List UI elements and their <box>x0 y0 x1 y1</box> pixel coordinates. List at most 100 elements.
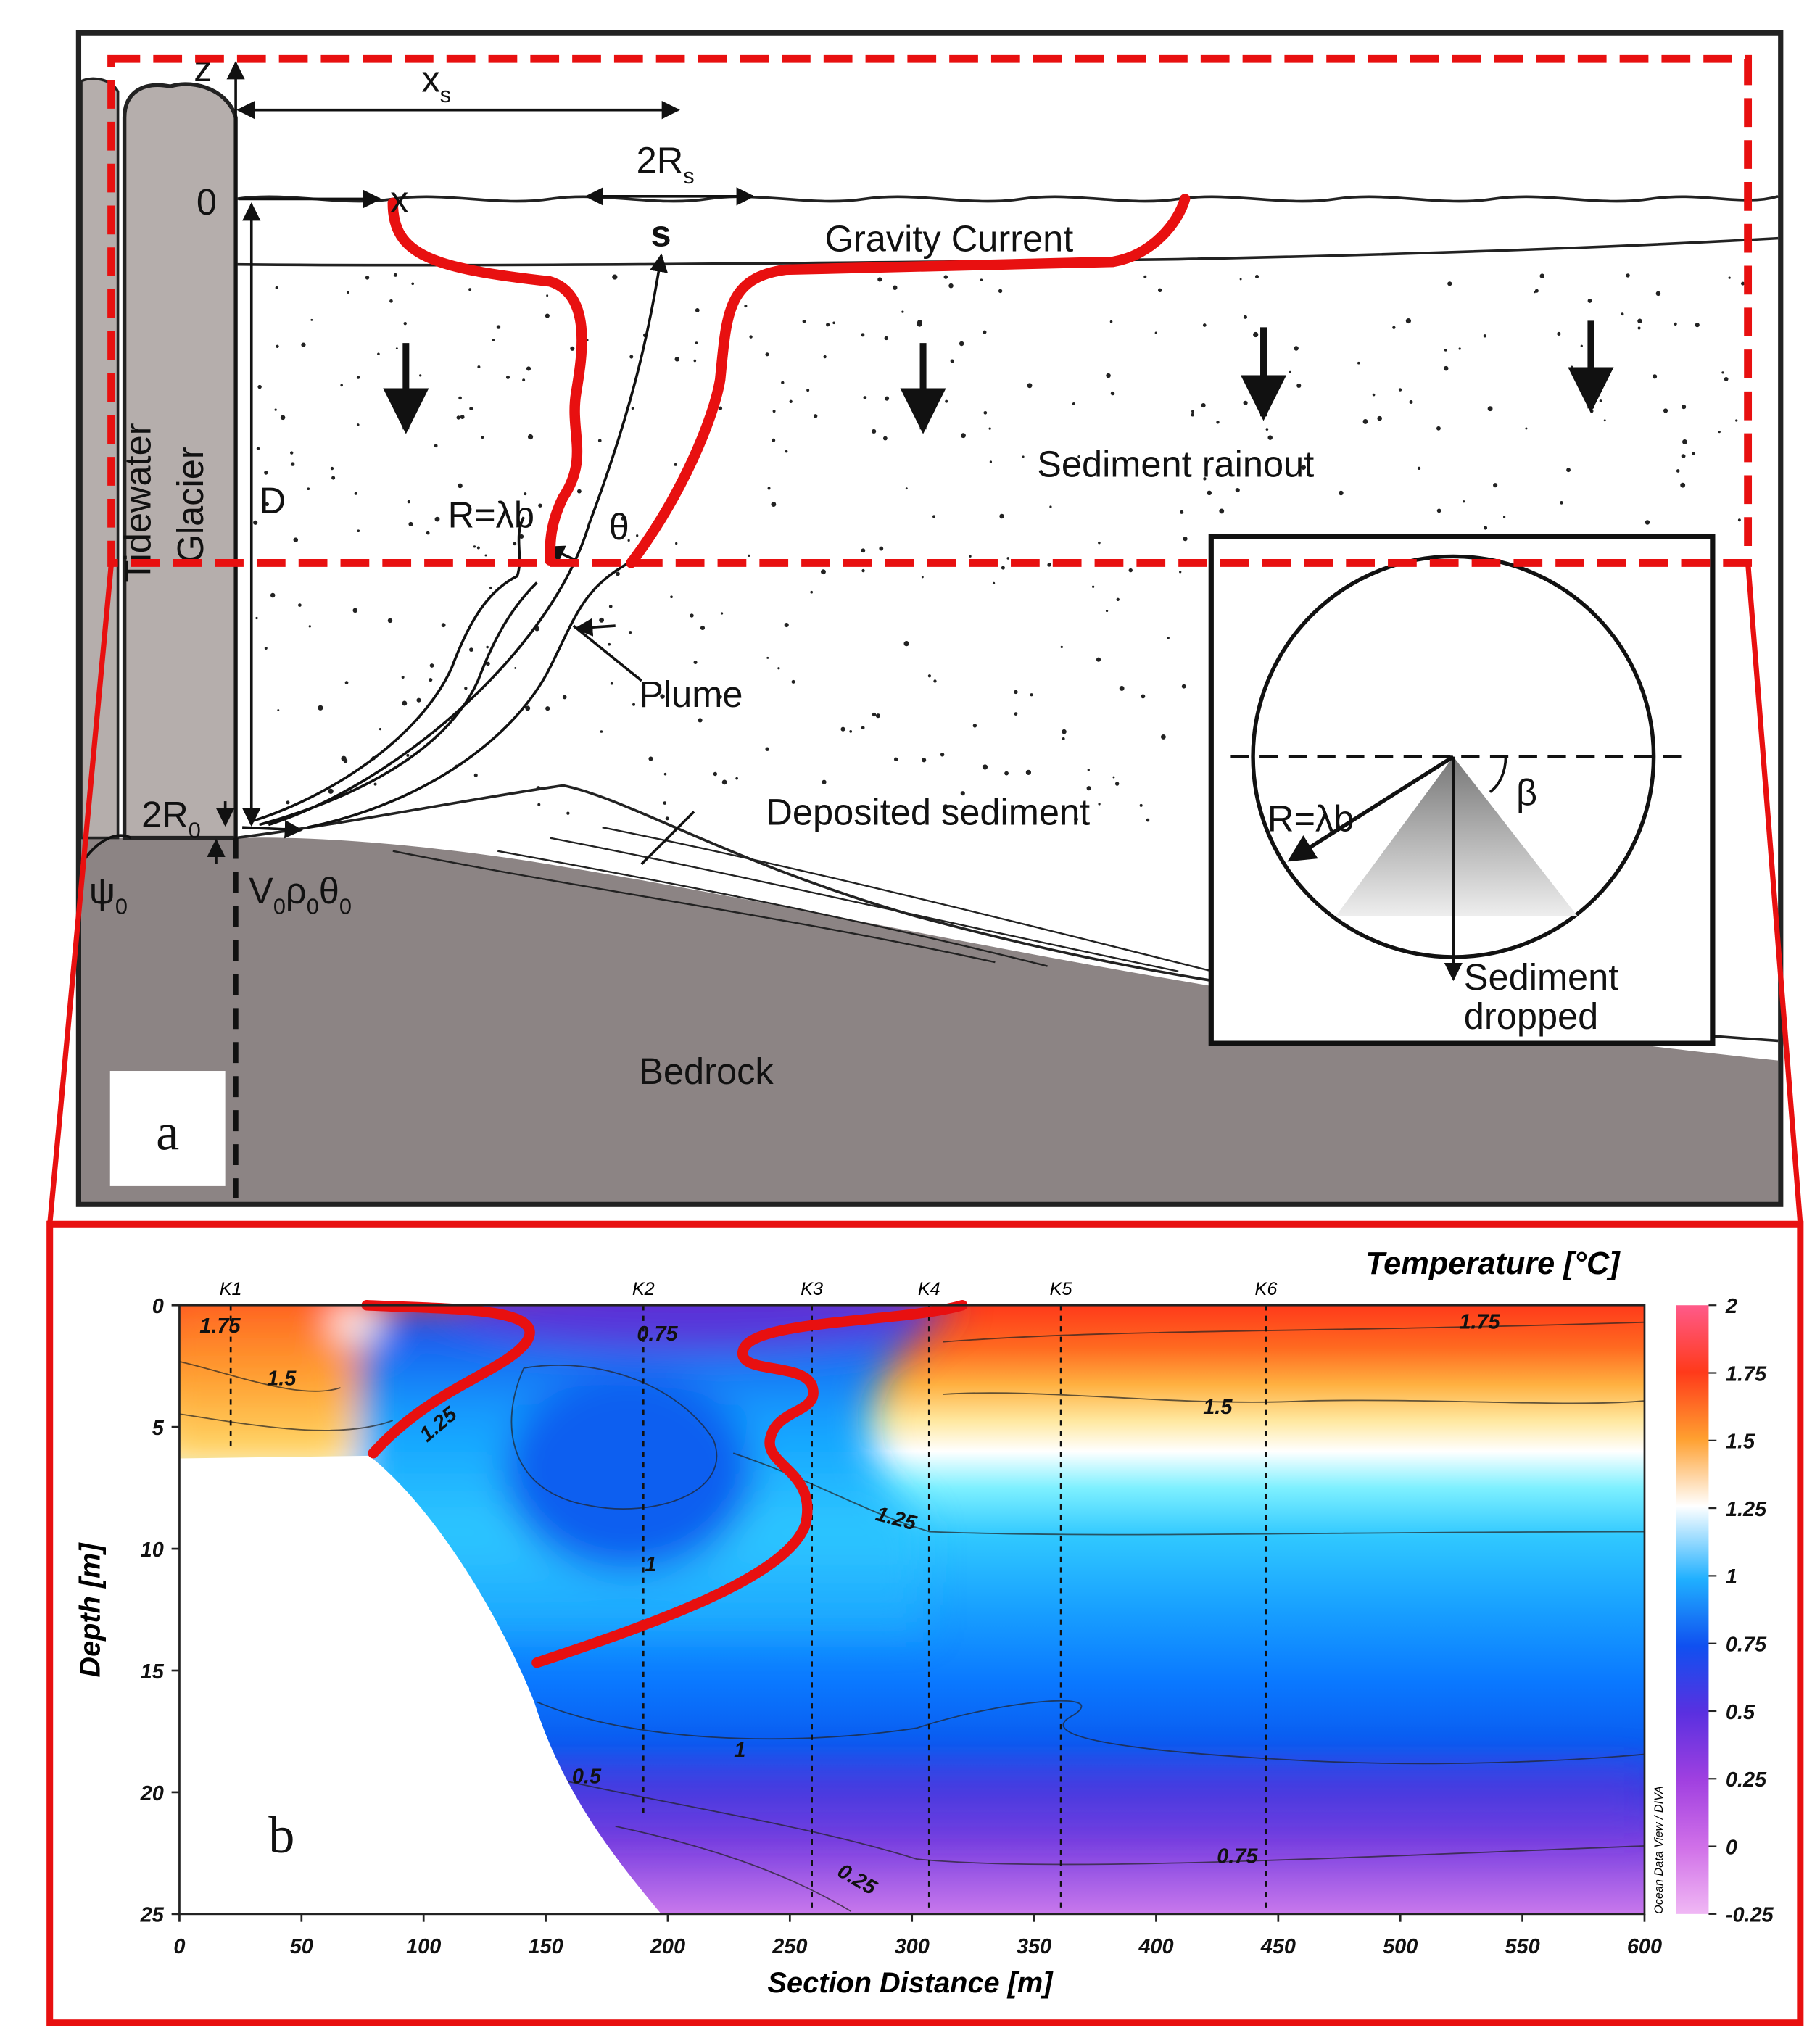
sediment-dot <box>514 666 517 669</box>
sediment-dot <box>690 613 694 618</box>
shape <box>574 618 616 637</box>
panel-b: K1 K2 K3 K4 K5 K6 1.751.51.250.751.2511.51.75… <box>74 1246 1774 1999</box>
sediment-dot <box>484 554 487 557</box>
rainout-arrows <box>383 320 1614 434</box>
sediment-dot <box>927 674 932 678</box>
sediment-dot <box>257 384 262 389</box>
sediment-dot <box>665 816 669 821</box>
label-part: s <box>440 82 451 107</box>
sediment-dot <box>389 299 393 303</box>
sediment-dot <box>373 782 377 786</box>
sediment-dot <box>789 399 793 403</box>
label-part: ψ <box>89 870 115 911</box>
sediment-dropped-label: dropped <box>1464 995 1599 1037</box>
sediment-dot <box>693 660 698 665</box>
sediment-dot <box>1741 281 1745 286</box>
contour-label: 0.75 <box>637 1322 678 1346</box>
station-label: K5 <box>1050 1279 1073 1299</box>
sediment-dot <box>460 415 465 419</box>
sediment-dot <box>293 537 299 542</box>
r-lambda-b-label: R=λb <box>448 494 534 536</box>
sediment-dot <box>840 726 845 732</box>
sediment-dot <box>767 487 771 490</box>
sediment-dot <box>477 365 481 369</box>
sediment-dot <box>408 521 413 527</box>
contour-label: 1.5 <box>267 1367 297 1390</box>
sediment-dot <box>992 581 996 585</box>
sediment-dot <box>932 515 936 518</box>
sediment-dot <box>721 779 727 785</box>
label-part: V <box>249 870 273 911</box>
sediment-dot <box>253 520 258 525</box>
sediment-dot <box>426 531 430 535</box>
sediment-dot <box>695 308 700 312</box>
shape <box>242 820 303 839</box>
sediment-dot <box>527 434 534 440</box>
sediment-dot <box>513 542 517 546</box>
sediment-dot <box>492 339 495 341</box>
sediment-dot <box>473 545 476 548</box>
sediment-dot <box>464 687 468 690</box>
sediment-dot <box>526 366 531 371</box>
sediment-dot <box>1030 693 1033 697</box>
sediment-dot <box>1110 391 1115 396</box>
shape <box>47 563 115 1225</box>
sediment-dot <box>469 647 473 653</box>
sediment-dot <box>1637 318 1642 323</box>
sediment-dot <box>675 542 678 545</box>
colorbar-tick-label: 0.75 <box>1726 1634 1767 1657</box>
sediment-dot <box>1105 609 1109 613</box>
bedrock <box>81 837 1779 1202</box>
sediment-dot <box>468 288 472 291</box>
y-tick-label: 20 <box>140 1782 164 1805</box>
sediment-dot <box>331 476 336 480</box>
sediment-dot <box>274 408 277 411</box>
sediment-dot <box>496 325 501 329</box>
sediment-dot <box>905 487 908 490</box>
sediment-dot <box>1253 331 1259 338</box>
sediment-dot <box>1060 645 1063 648</box>
sediment-dot <box>1405 318 1412 324</box>
y-tick-label: 15 <box>141 1660 165 1684</box>
sediment-dot <box>1718 431 1721 434</box>
sediment-dot <box>441 623 446 628</box>
sediment-dot <box>879 546 884 551</box>
sediment-dot <box>1087 769 1090 771</box>
sediment-dot <box>719 406 723 410</box>
sediment-dot <box>290 451 294 455</box>
sediment-dot <box>735 777 738 780</box>
sediment-dot <box>802 319 806 323</box>
glacier-label: Glacier <box>170 447 211 563</box>
sediment-dot <box>772 438 776 442</box>
sediment-dot <box>1014 712 1018 716</box>
sediment-dot <box>1339 490 1344 496</box>
sediment-dot <box>777 667 780 670</box>
sediment-dot <box>1676 469 1680 473</box>
shape <box>452 1305 937 1349</box>
sediment-dot <box>1443 365 1449 371</box>
sediment-dot <box>670 595 673 598</box>
red-plume-right <box>626 194 1191 568</box>
sediment-dot <box>921 576 924 579</box>
sediment-dot <box>1436 508 1441 513</box>
x-tick-label: 100 <box>406 1935 441 1958</box>
sediment-dot <box>980 278 983 282</box>
sediment-dot <box>1362 418 1368 424</box>
zoom-connectors <box>47 563 1803 1225</box>
sediment-dot <box>933 679 937 683</box>
sediment-dot <box>276 344 279 348</box>
colorbar-tick-label: 1.25 <box>1726 1498 1767 1521</box>
station-label: K2 <box>632 1279 655 1299</box>
x-tick-label: 50 <box>290 1935 313 1958</box>
sediment-dot <box>1181 684 1186 689</box>
sediment-dot <box>1534 291 1536 294</box>
sediment-dot <box>982 764 988 770</box>
sediment-dot <box>458 483 463 489</box>
sediment-dot <box>1621 312 1624 316</box>
sediment-dot <box>545 706 550 711</box>
x-tick-label: 350 <box>1017 1935 1051 1958</box>
contour-lines <box>179 1321 1645 1913</box>
x-tick-label: 150 <box>528 1935 563 1958</box>
